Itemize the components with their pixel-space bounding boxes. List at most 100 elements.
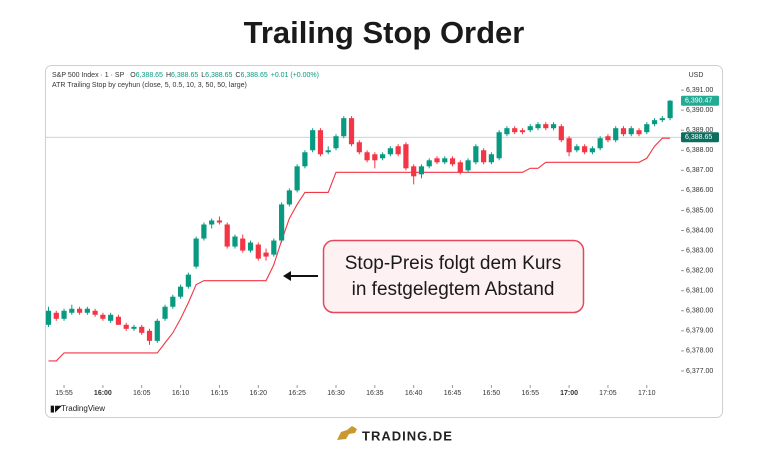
- source-label: TradingView: [61, 404, 105, 413]
- candle-body: [61, 310, 67, 319]
- candle-body: [348, 118, 355, 145]
- candle-body: [605, 136, 611, 141]
- candle-body: [364, 152, 370, 161]
- candle-body: [240, 238, 246, 251]
- y-tick-label: 6,380.00: [686, 308, 713, 315]
- candle-body: [108, 314, 114, 321]
- candle-body: [131, 326, 137, 329]
- candle-body: [100, 314, 106, 319]
- candle-body: [69, 308, 75, 313]
- readout-value: 6,388.65: [205, 72, 232, 79]
- candle-body: [519, 130, 526, 133]
- candle-body: [636, 130, 642, 135]
- stop-line: [48, 137, 671, 362]
- candle-body: [162, 306, 168, 319]
- x-tick-label: 17:00: [560, 390, 578, 397]
- candle-body: [550, 124, 557, 129]
- candle-body: [170, 296, 176, 307]
- candle-body: [224, 224, 230, 247]
- readout-value: 6,388.65: [240, 72, 267, 79]
- candle-body: [279, 204, 285, 241]
- price-label: 6,390.47: [685, 98, 712, 105]
- candle-body: [411, 166, 417, 177]
- x-tick-label: 16:45: [444, 390, 462, 397]
- readout-key: C: [235, 72, 240, 79]
- candle-body: [154, 320, 160, 341]
- x-tick-label: 16:35: [366, 390, 384, 397]
- candle-body: [418, 166, 425, 175]
- candle-body: [209, 220, 215, 225]
- candle-body: [589, 148, 595, 153]
- y-tick-label: 6,387.00: [686, 167, 713, 174]
- candle-body: [387, 148, 393, 155]
- candle-body: [659, 118, 665, 121]
- candle-body: [92, 310, 98, 315]
- candle-body: [628, 128, 634, 135]
- candle-body: [372, 154, 378, 161]
- symbol: S&P 500 Index · 1 · SP: [52, 72, 125, 79]
- callout-box: [322, 239, 585, 314]
- price-label: 6,388.65: [685, 134, 712, 141]
- y-tick-label: 6,390.00: [686, 107, 713, 114]
- candle-body: [317, 130, 324, 155]
- candle-body: [403, 144, 409, 169]
- x-tick-label: 16:20: [250, 390, 268, 397]
- candle-body: [177, 286, 184, 297]
- candle-body: [123, 324, 129, 329]
- y-tick-label: 6,389.00: [686, 127, 713, 134]
- candle-body: [434, 158, 440, 163]
- candle-body: [535, 124, 541, 129]
- y-tick-label: 6,383.00: [686, 247, 713, 254]
- candle-body: [255, 244, 261, 259]
- y-tick-label: 6,377.00: [686, 368, 713, 375]
- candle-body: [512, 128, 518, 133]
- price-label-box: [681, 132, 719, 143]
- y-tick-label: 6,378.00: [686, 348, 713, 355]
- x-tick-label: 16:55: [521, 390, 539, 397]
- candle-body: [651, 120, 658, 125]
- candle-body: [465, 160, 471, 171]
- change: +0.01 (+0.00%): [271, 72, 319, 79]
- candle-body: [333, 136, 339, 149]
- candle-body: [232, 236, 238, 247]
- candle-body: [310, 130, 316, 151]
- callout-text: Stop-Preis folgt dem Kurs: [345, 253, 561, 274]
- candle-body: [380, 154, 386, 159]
- x-tick-label: 16:30: [327, 390, 345, 397]
- candle-body: [667, 100, 673, 119]
- readout-value: 6,388.65: [171, 72, 198, 79]
- candle-body: [76, 308, 83, 313]
- candle-body: [325, 150, 331, 153]
- brand: TRADING.DE: [362, 428, 453, 443]
- price-label-box: [681, 95, 719, 106]
- x-tick-label: 17:05: [599, 390, 617, 397]
- candle-body: [146, 330, 153, 341]
- readout-value: 6,388.65: [136, 72, 163, 79]
- x-tick-label: 16:15: [211, 390, 229, 397]
- candle-body: [139, 326, 145, 333]
- candle-body: [496, 132, 502, 159]
- x-tick-label: 16:05: [133, 390, 151, 397]
- candle-body: [45, 310, 52, 325]
- candle-body: [426, 160, 432, 167]
- brand-icon: [337, 426, 357, 440]
- candle-body: [449, 158, 456, 165]
- candle-body: [271, 240, 277, 255]
- candle-body: [543, 124, 549, 129]
- candle-body: [558, 126, 564, 141]
- candle-body: [488, 154, 494, 163]
- candle-body: [115, 316, 122, 325]
- y-tick-label: 6,379.00: [686, 328, 713, 335]
- candle-body: [574, 146, 580, 151]
- candle-body: [84, 308, 90, 313]
- y-tick-label: 6,388.00: [686, 147, 713, 154]
- x-tick-label: 16:25: [288, 390, 306, 397]
- readout: O6,388.65 H6,388.65 L6,388.65 C6,388.65 +0.0…: [130, 72, 319, 79]
- x-tick-label: 16:10: [172, 390, 190, 397]
- x-tick-label: 16:40: [405, 390, 423, 397]
- candle-body: [473, 146, 479, 163]
- candle-body: [527, 126, 533, 131]
- candle-body: [457, 162, 463, 173]
- candle-body: [341, 118, 347, 137]
